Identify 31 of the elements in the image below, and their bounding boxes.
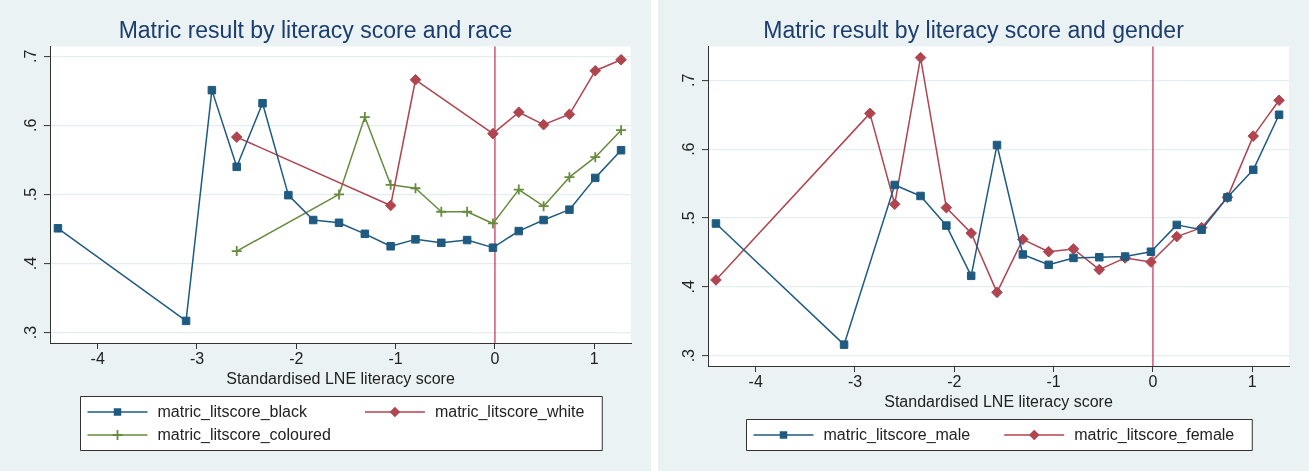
x-tick-label: 0 [490,350,500,368]
x-axis-title: Standardised LNE literacy score [226,369,455,387]
legend-label: matric_litscore_white [434,403,585,422]
y-tick-label: .4 [680,280,698,294]
x-tick-label: 1 [1247,373,1257,391]
y-tick-label: .7 [22,49,40,63]
x-tick-label: -3 [189,350,205,368]
y-tick-label: .3 [680,348,698,363]
x-tick-label: -1 [388,350,403,368]
x-tick-label: -3 [847,373,863,391]
x-tick-label: -4 [748,373,763,391]
y-tick-label: .5 [22,187,40,202]
chart-title: Matric result by literacy score and gender [763,17,1185,44]
legend-label: matric_litscore_black [157,403,308,422]
y-tick-label: .5 [680,211,698,225]
x-tick-label: 1 [589,350,599,368]
y-tick-label: .6 [22,118,40,133]
y-tick-label: .6 [680,142,698,156]
x-tick-label: -4 [90,350,105,368]
legend-label: matric_litscore_male [823,426,971,445]
y-tick-label: .7 [680,73,698,87]
x-tick-label: 0 [1148,373,1158,391]
x-tick-label: -1 [1046,373,1061,391]
x-axis-title: Standardised LNE literacy score [884,392,1113,410]
legend-label: matric_litscore_female [1074,426,1235,445]
chart-title: Matric result by literacy score and race [118,17,513,44]
y-tick-label: .3 [22,325,40,340]
y-tick-label: .4 [22,256,40,271]
legend-label: matric_litscore_coloured [157,426,331,445]
x-tick-label: -2 [947,373,962,391]
x-tick-label: -2 [289,350,304,368]
